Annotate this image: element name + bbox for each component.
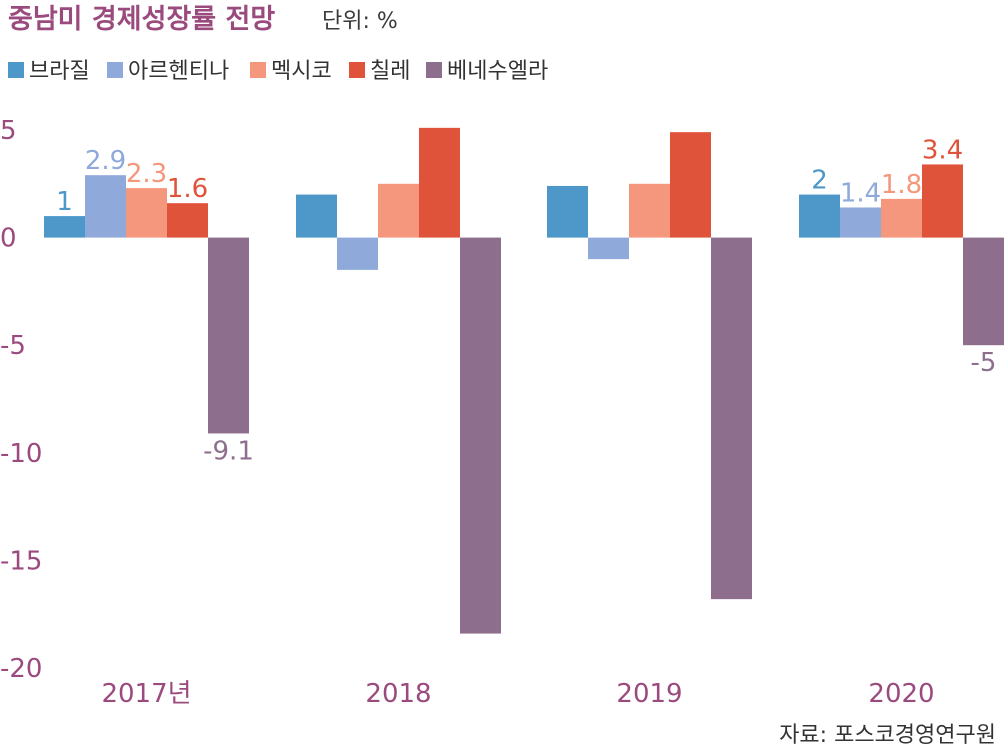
y-tick-label: -20 [0,654,42,684]
y-tick-label: -15 [0,546,42,576]
y-tick-label: -5 [0,331,26,361]
data-label: -5 [971,348,997,378]
y-tick-label: 0 [0,224,17,254]
chart-title: 중남미 경제성장률 전망 [8,4,275,35]
x-tick-label: 2017년 [101,679,191,709]
bar [963,237,1004,346]
y-axis: 5 0 -5 -10 -15 -20 [0,116,42,684]
bar [547,185,588,238]
bar [711,237,752,600]
x-tick-label: 2019 [616,679,682,709]
legend-label-2: 멕시코 [271,59,332,84]
bar [419,127,460,238]
bar [208,237,249,434]
legend: 브라질 아르헨티나 멕시코 칠레 베네수엘라 [8,59,548,84]
bar [922,164,963,238]
data-labels: 1 2.9 2.31.6 -9.1 2 1.4 1.83.4 -5 [56,135,996,466]
bar [296,194,337,238]
bar [85,175,126,238]
data-label: -9.1 [203,436,254,466]
legend-label-4: 베네수엘라 [447,59,548,84]
legend-swatch-3 [349,62,365,78]
bar [799,194,840,238]
legend-label-1: 아르헨티나 [128,59,229,84]
y-tick-label: 5 [0,116,17,146]
legend-swatch-2 [250,62,266,78]
data-label: 1.4 [840,178,881,208]
legend-swatch-0 [8,62,24,78]
data-label: 3.4 [922,135,963,165]
bar [378,183,419,238]
y-tick-label: -10 [0,439,42,469]
x-tick-label: 2018 [365,679,431,709]
legend-swatch-4 [426,62,442,78]
legend-label-3: 칠레 [370,59,410,84]
data-label: 2 [811,166,828,196]
legend-swatch-1 [107,62,123,78]
bar [126,188,167,238]
unit-label: 단위: % [322,9,398,34]
bar [167,203,208,238]
data-label: 1.6 [167,174,208,204]
bar [840,207,881,238]
x-tick-label: 2020 [868,679,934,709]
source-note: 자료: 포스코경영연구원 [779,723,996,748]
bar [629,183,670,238]
bar [588,237,629,260]
bar [881,198,922,238]
bar [670,132,711,238]
bar [337,237,378,270]
data-label: 2.9 [85,146,126,176]
data-label: 1.8 [881,170,922,200]
legend-label-0: 브라질 [29,59,90,84]
bar [44,216,85,238]
bar [460,237,501,634]
data-label: 1 [56,187,73,217]
x-axis: 2017년 2018 2019 2020 [101,679,934,709]
bars-group [44,127,1004,634]
data-label: 2.3 [126,159,167,189]
